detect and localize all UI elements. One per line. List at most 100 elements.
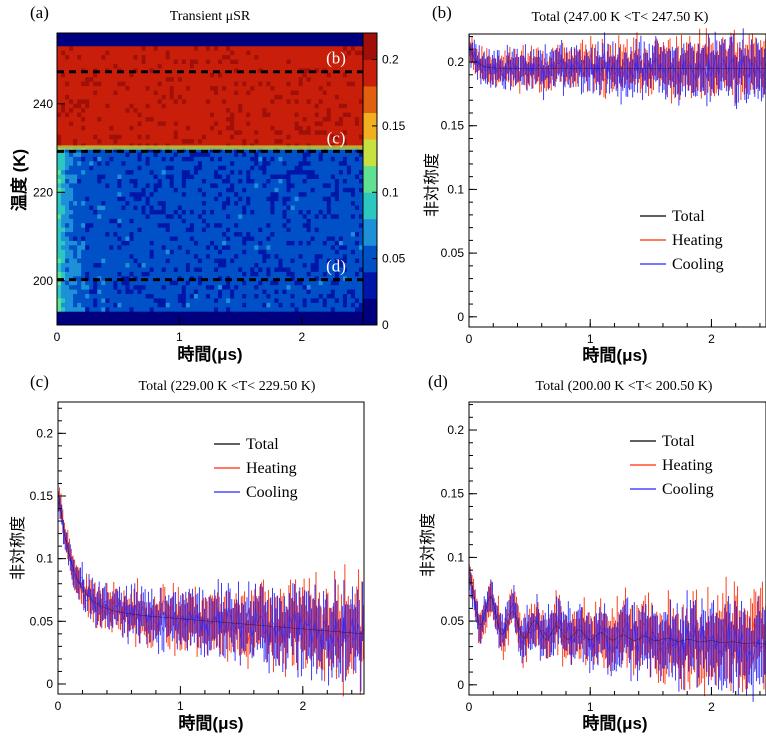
heatmap-cell [210, 55, 215, 60]
heatmap-cell [238, 187, 243, 193]
heatmap-cell [161, 77, 167, 83]
heatmap-cell [89, 214, 94, 220]
heatmap-cell [226, 81, 231, 87]
heatmap-cell [57, 258, 62, 264]
heatmap-cell [322, 72, 328, 78]
heatmap-cell [218, 125, 223, 131]
heatmap-cell [274, 59, 279, 65]
heatmap-cell [137, 187, 142, 193]
heatmap-cell [149, 41, 155, 47]
heatmap-cell [205, 320, 211, 326]
heatmap-cell [173, 179, 179, 184]
heatmap-cell [314, 294, 320, 299]
heatmap-cell [141, 249, 146, 255]
heatmap-cell [205, 280, 211, 286]
heatmap-cell [322, 192, 328, 198]
heatmap-cell [129, 46, 134, 52]
heatmap-cell [310, 86, 316, 91]
heatmap-cell [125, 41, 130, 47]
heatmap-cell [129, 103, 134, 109]
heatmap-cell [73, 267, 78, 273]
heatmap-cell [222, 214, 227, 220]
heatmap-cell [330, 161, 336, 167]
heatmap-cell [258, 263, 263, 268]
heatmap-cell [169, 240, 175, 246]
heatmap-cell [350, 41, 356, 47]
heatmap-cell [121, 174, 126, 180]
heatmap-cell [282, 174, 287, 180]
heatmap-cell [101, 245, 106, 251]
heatmap-cell [201, 37, 207, 43]
heatmap-cell [294, 311, 299, 317]
heatmap-cell [338, 232, 344, 237]
heatmap-cell [238, 72, 243, 78]
heatmap-cell [201, 179, 207, 184]
heatmap-cell [145, 90, 151, 96]
heatmap-cell [210, 72, 215, 78]
heatmap-cell [246, 223, 251, 229]
heatmap-cell [210, 267, 215, 273]
heatmap-cell [314, 214, 320, 220]
heatmap-cell [262, 174, 267, 180]
heatmap-cell [310, 214, 316, 220]
heatmap-cell [238, 201, 243, 206]
heatmap-cell [153, 139, 159, 144]
heatmap-cell [342, 125, 348, 131]
heatmap-cell [354, 77, 360, 83]
heatmap-cell [77, 302, 82, 308]
heatmap-cell [330, 33, 336, 38]
heatmap-cell [310, 258, 316, 264]
heatmap-cell [278, 245, 283, 251]
heatmap-cell [274, 227, 279, 233]
heatmap-cell [93, 81, 98, 87]
heatmap-cell [262, 37, 267, 43]
heatmap-cell [246, 311, 251, 317]
heatmap-cell [238, 37, 243, 43]
heatmap-cell [85, 183, 90, 189]
heatmap-cell [342, 218, 348, 224]
heatmap-cell [157, 298, 163, 304]
heatmap-cell [274, 280, 279, 286]
heatmap-cell [185, 103, 191, 109]
heatmap-cell [222, 117, 227, 122]
heatmap-cell [318, 271, 324, 277]
heatmap-cell [105, 37, 110, 43]
heatmap-cell [69, 94, 74, 100]
heatmap-cell [73, 254, 78, 260]
heatmap-cell [81, 205, 86, 211]
heatmap-cell [358, 223, 364, 229]
heatmap-cell [77, 205, 82, 211]
heatmap-cell [97, 183, 102, 189]
heatmap-cell [85, 130, 90, 136]
heatmap-cell [61, 311, 66, 317]
heatmap-cell [274, 90, 279, 96]
heatmap-cell [226, 232, 231, 237]
heatmap-cell [214, 72, 219, 78]
heatmap-cell [185, 285, 191, 290]
heatmap-cell [290, 245, 295, 251]
heatmap-cell [153, 285, 159, 290]
heatmap-cell [342, 232, 348, 237]
heatmap-cell [294, 280, 299, 286]
heatmap-cell [302, 280, 308, 286]
heatmap-cell [165, 41, 171, 47]
heatmap-cell [346, 46, 352, 52]
heatmap-cell [358, 209, 364, 215]
heatmap-cell [302, 174, 308, 180]
heatmap-cell [234, 134, 239, 140]
heatmap-cell [346, 134, 352, 140]
heatmap-cell [97, 232, 102, 237]
heatmap-cell [157, 130, 163, 136]
heatmap-cell [185, 108, 191, 114]
heatmap-cell [274, 77, 279, 83]
heatmap-cell [93, 174, 98, 180]
heatmap-cell [133, 94, 138, 100]
heatmap-cell [189, 152, 195, 158]
heatmap-cell [302, 125, 308, 131]
heatmap-cell [242, 205, 247, 211]
heatmap-cell [314, 174, 320, 180]
heatmap-cell [286, 55, 291, 60]
heatmap-cell [173, 294, 179, 299]
heatmap-cell [266, 152, 271, 158]
heatmap-cell [266, 46, 271, 52]
